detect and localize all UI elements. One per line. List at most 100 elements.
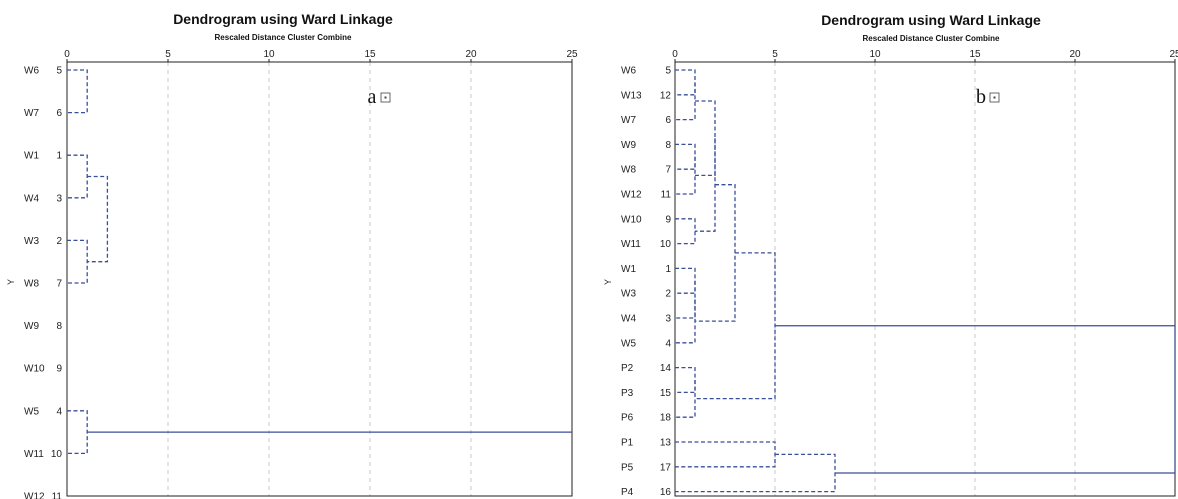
- leaf-label: W5: [24, 406, 39, 417]
- leaf-label: P2: [621, 363, 634, 374]
- dendrogram-link: [675, 453, 836, 493]
- leaf-label: W11: [621, 239, 641, 250]
- dendrogram-panel-b: Dendrogram using Ward Linkage Rescaled Di…: [603, 12, 1178, 498]
- leaf-label: W10: [621, 214, 642, 225]
- dendrogram-link: [675, 82, 696, 121]
- y-axis-label: Y: [603, 279, 613, 285]
- leaf-case-number: 4: [56, 406, 62, 417]
- x-tick-label: 25: [1169, 49, 1178, 60]
- leaf-label: W9: [24, 321, 39, 332]
- dendrogram-panel-a: Dendrogram using Ward Linkage Rescaled Di…: [6, 11, 578, 499]
- leaf-label: P3: [621, 388, 634, 399]
- dendrogram-link: [775, 325, 1176, 474]
- dendrogram-link: [675, 69, 696, 96]
- x-tick-label: 15: [969, 49, 981, 60]
- leaf-case-number: 3: [665, 314, 671, 325]
- leaf-label: W1: [24, 151, 39, 162]
- leaf-case-number: 7: [665, 165, 671, 176]
- leaf-case-number: 2: [56, 236, 62, 247]
- leaf-label: W9: [621, 140, 636, 151]
- dendrogram-link: [87, 175, 109, 263]
- leaf-case-number: 9: [665, 214, 671, 225]
- leaf-label: W3: [24, 236, 39, 247]
- leaf-case-number: 15: [660, 388, 672, 399]
- dendrogram-link: [695, 138, 716, 232]
- leaf-case-number: 3: [56, 193, 62, 204]
- leaf-case-number: 4: [665, 338, 671, 349]
- leaf-case-number: 6: [665, 115, 671, 126]
- dendrogram-link: [675, 366, 696, 394]
- leaf-label: W5: [621, 338, 636, 349]
- chart-title: Dendrogram using Ward Linkage: [821, 12, 1041, 28]
- dendrogram-link: [675, 218, 696, 245]
- leaf-label: W10: [24, 364, 45, 375]
- dendrogram-link: [675, 380, 696, 418]
- leaf-label: W11: [24, 449, 44, 460]
- leaf-label: W6: [24, 66, 39, 77]
- leaf-label: P1: [621, 438, 634, 449]
- leaf-case-number: 5: [56, 66, 62, 77]
- chart-subtitle: Rescaled Distance Cluster Combine: [215, 33, 352, 42]
- leaf-case-number: 13: [660, 438, 672, 449]
- leaf-label: W1: [621, 264, 636, 275]
- leaf-label: W6: [621, 66, 636, 77]
- dendrogram-link: [675, 441, 776, 468]
- leaf-label: W3: [621, 289, 636, 300]
- y-axis-label: Y: [6, 279, 16, 285]
- x-tick-label: 10: [263, 49, 275, 60]
- x-tick-label: 20: [1069, 49, 1081, 60]
- dendrogram-link: [67, 69, 88, 114]
- leaf-case-number: 5: [665, 66, 671, 77]
- x-tick-label: 10: [869, 49, 881, 60]
- panel-label: a: [368, 86, 377, 108]
- leaf-case-number: 18: [660, 413, 672, 424]
- leaf-case-number: 11: [52, 492, 63, 499]
- panel-label-dot-icon: [384, 96, 387, 99]
- leaf-label: W13: [621, 90, 642, 101]
- leaf-case-number: 10: [660, 239, 672, 250]
- dendrogram-link: [695, 252, 776, 400]
- x-tick-label: 25: [566, 49, 578, 60]
- leaf-label: P5: [621, 462, 634, 473]
- leaf-case-number: 8: [665, 140, 671, 151]
- leaf-case-number: 9: [56, 364, 62, 375]
- panel-label: b: [976, 86, 986, 108]
- leaf-label: P4: [621, 487, 634, 498]
- leaf-label: W12: [621, 190, 642, 201]
- dendrogram-link: [67, 239, 88, 284]
- leaf-case-number: 8: [56, 321, 62, 332]
- leaf-case-number: 10: [51, 449, 63, 460]
- dendrogram-link: [67, 154, 88, 199]
- x-tick-label: 5: [772, 49, 778, 60]
- leaf-label: W4: [24, 193, 39, 204]
- leaf-case-number: 2: [665, 289, 671, 300]
- leaf-label: P6: [621, 413, 634, 424]
- dendrogram-link: [67, 410, 88, 455]
- leaf-case-number: 16: [660, 487, 672, 498]
- plot-frame: [674, 61, 1176, 497]
- dendrogram-link: [675, 299, 696, 344]
- dendrogram-link: [675, 156, 696, 195]
- leaf-label: W12: [24, 492, 45, 499]
- leaf-label: W7: [24, 108, 39, 119]
- plot-frame: [66, 61, 573, 497]
- leaf-label: W7: [621, 115, 636, 126]
- leaf-case-number: 14: [660, 363, 672, 374]
- leaf-case-number: 1: [665, 264, 671, 275]
- x-tick-label: 20: [465, 49, 477, 60]
- x-tick-label: 0: [64, 49, 70, 60]
- leaf-case-number: 7: [56, 279, 62, 290]
- x-tick-label: 15: [364, 49, 376, 60]
- panel-label-dot-icon: [993, 96, 996, 99]
- dendrogram-link: [675, 143, 696, 170]
- leaf-label: W4: [621, 314, 636, 325]
- x-tick-label: 0: [672, 49, 678, 60]
- dendrogram-link: [675, 267, 696, 294]
- leaf-label: W8: [621, 165, 636, 176]
- leaf-label: W8: [24, 279, 39, 290]
- leaf-case-number: 11: [661, 190, 672, 201]
- leaf-case-number: 1: [56, 151, 62, 162]
- leaf-case-number: 6: [56, 108, 62, 119]
- leaf-case-number: 12: [660, 90, 672, 101]
